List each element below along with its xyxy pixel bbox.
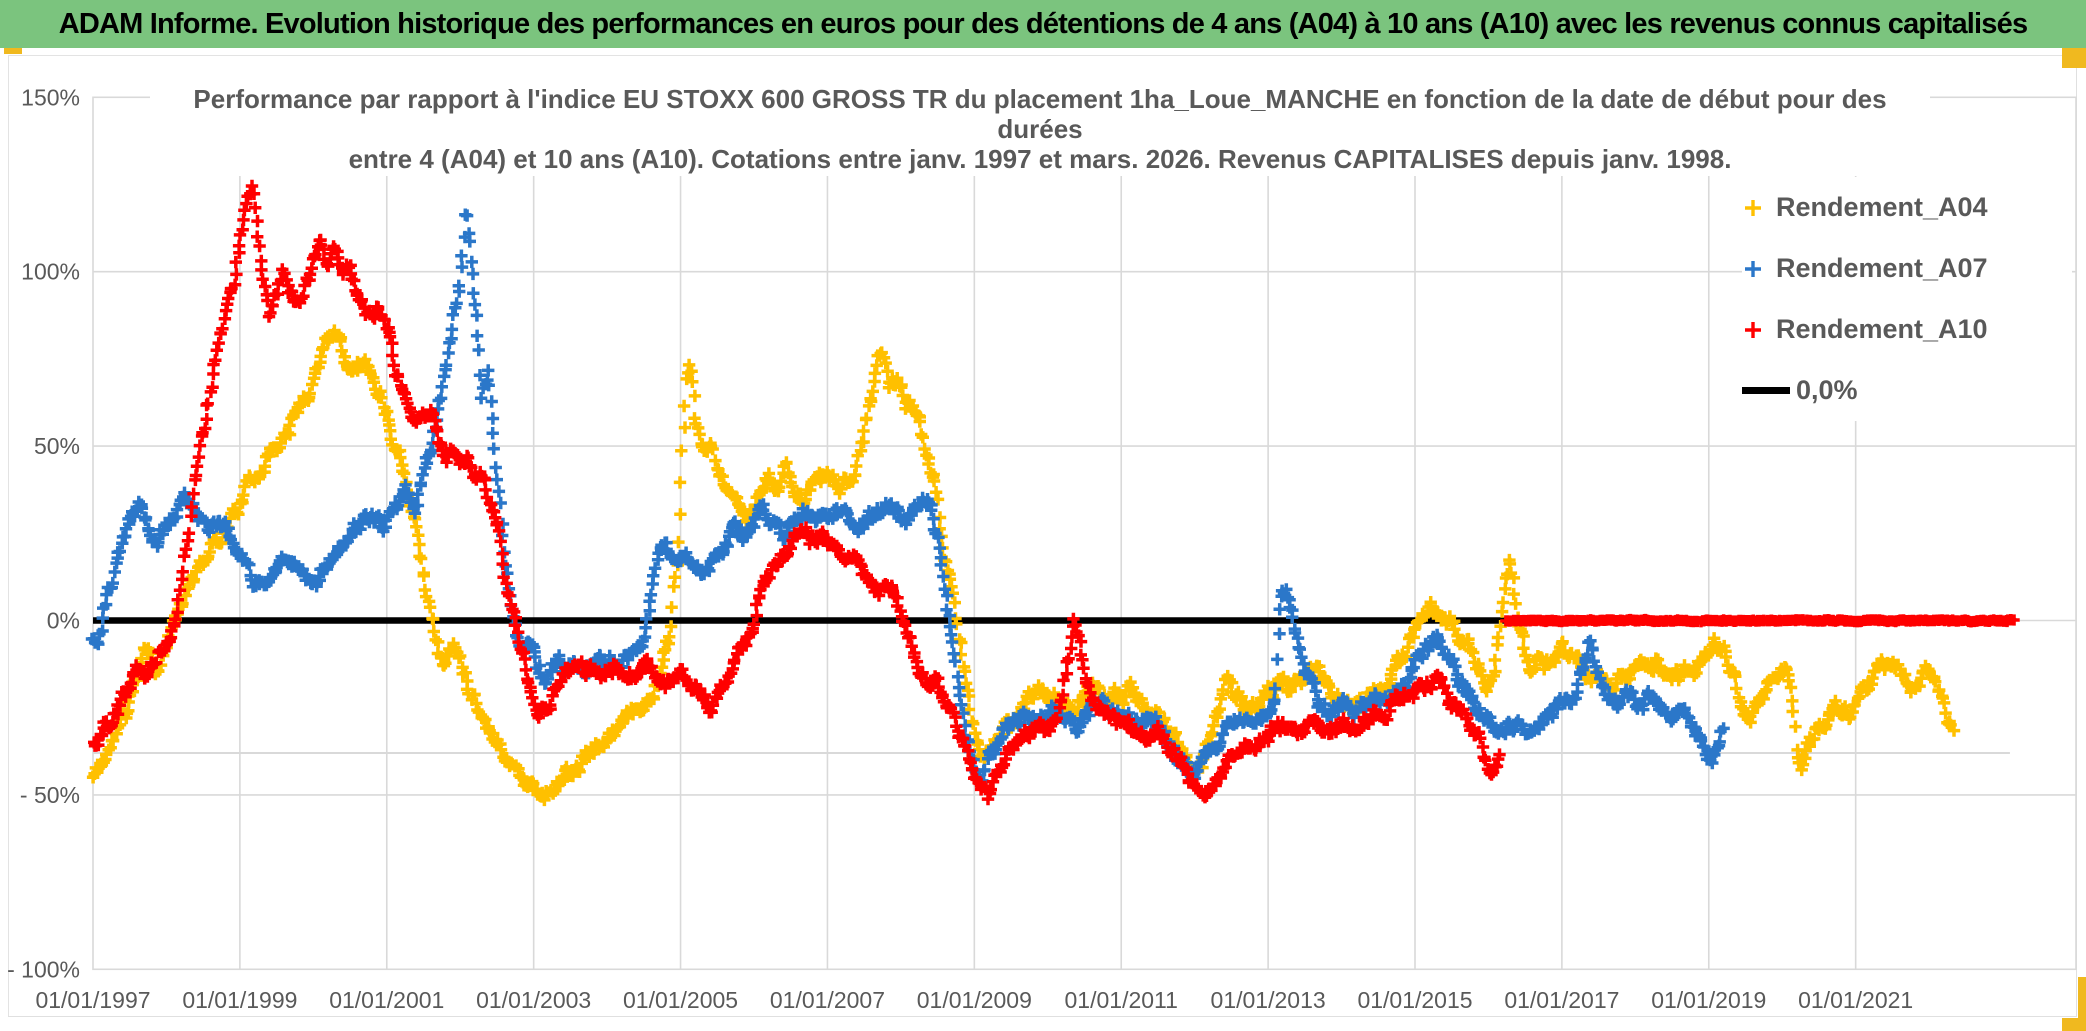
legend-item-a04: Rendement_A04 <box>1742 177 2072 238</box>
legend-label-zero: 0,0% <box>1796 375 1858 405</box>
y-axis-label: - 50% <box>20 782 80 808</box>
x-axis-label: 01/01/2003 <box>476 987 591 1013</box>
series-markers <box>88 179 1506 806</box>
chart-title-line1: Performance par rapport à l'indice EU ST… <box>193 84 1887 144</box>
legend-label-a10: Rendement_A10 <box>1776 314 1988 344</box>
legend: Rendement_A04 Rendement_A07 Rendement_A1… <box>1742 177 2072 421</box>
gold-accent-bottom-right <box>2062 1018 2086 1031</box>
gold-accent-right-edge <box>2078 977 2086 1031</box>
legend-label-a07: Rendement_A07 <box>1776 253 1988 283</box>
legend-item-zero-line: 0,0% <box>1742 360 2072 421</box>
gold-accent-top-right <box>2062 48 2086 68</box>
x-axis-label: 01/01/1999 <box>182 987 297 1013</box>
x-axis-label: 01/01/2019 <box>1651 987 1766 1013</box>
series-markers <box>1500 613 2020 628</box>
y-axis-label: - 100% <box>7 956 80 982</box>
y-axis-label: 0% <box>47 608 80 634</box>
x-axis-label: 01/01/1997 <box>35 987 150 1013</box>
x-axis-label: 01/01/2011 <box>1065 987 1178 1013</box>
y-axis-label: 50% <box>34 433 80 459</box>
plus-marker-icon-a04 <box>1742 197 1776 219</box>
header-bar: ADAM Informe. Evolution historique des p… <box>0 0 2086 48</box>
zero-line-swatch-icon <box>1742 387 1790 394</box>
y-axis-label: 150% <box>21 84 80 110</box>
x-axis-label: 01/01/2007 <box>770 987 885 1013</box>
x-axis-label: 01/01/2013 <box>1211 987 1326 1013</box>
series-markers <box>86 324 1961 807</box>
plus-marker-icon-a07 <box>1742 258 1776 280</box>
gold-accent-top-left <box>4 48 22 54</box>
plus-marker-icon-a10 <box>1742 319 1776 341</box>
legend-item-a07: Rendement_A07 <box>1742 238 2072 299</box>
header-title: ADAM Informe. Evolution historique des p… <box>58 7 2028 40</box>
chart-title-line2: entre 4 (A04) et 10 ans (A10). Cotations… <box>348 144 1732 174</box>
x-axis-label: 01/01/2009 <box>917 987 1032 1013</box>
chart-bottom-border <box>8 1016 2077 1017</box>
x-axis-label: 01/01/2001 <box>329 987 444 1013</box>
y-axis-label: 100% <box>21 259 80 285</box>
legend-item-a10: Rendement_A10 <box>1742 299 2072 360</box>
x-axis-label: 01/01/2021 <box>1798 987 1913 1013</box>
x-axis-label: 01/01/2017 <box>1504 987 1619 1013</box>
chart-title: Performance par rapport à l'indice EU ST… <box>150 82 1930 176</box>
legend-label-a04: Rendement_A04 <box>1776 192 1988 222</box>
x-axis-label: 01/01/2005 <box>623 987 738 1013</box>
x-axis-label: 01/01/2015 <box>1357 987 1472 1013</box>
series-markers <box>85 208 1730 788</box>
